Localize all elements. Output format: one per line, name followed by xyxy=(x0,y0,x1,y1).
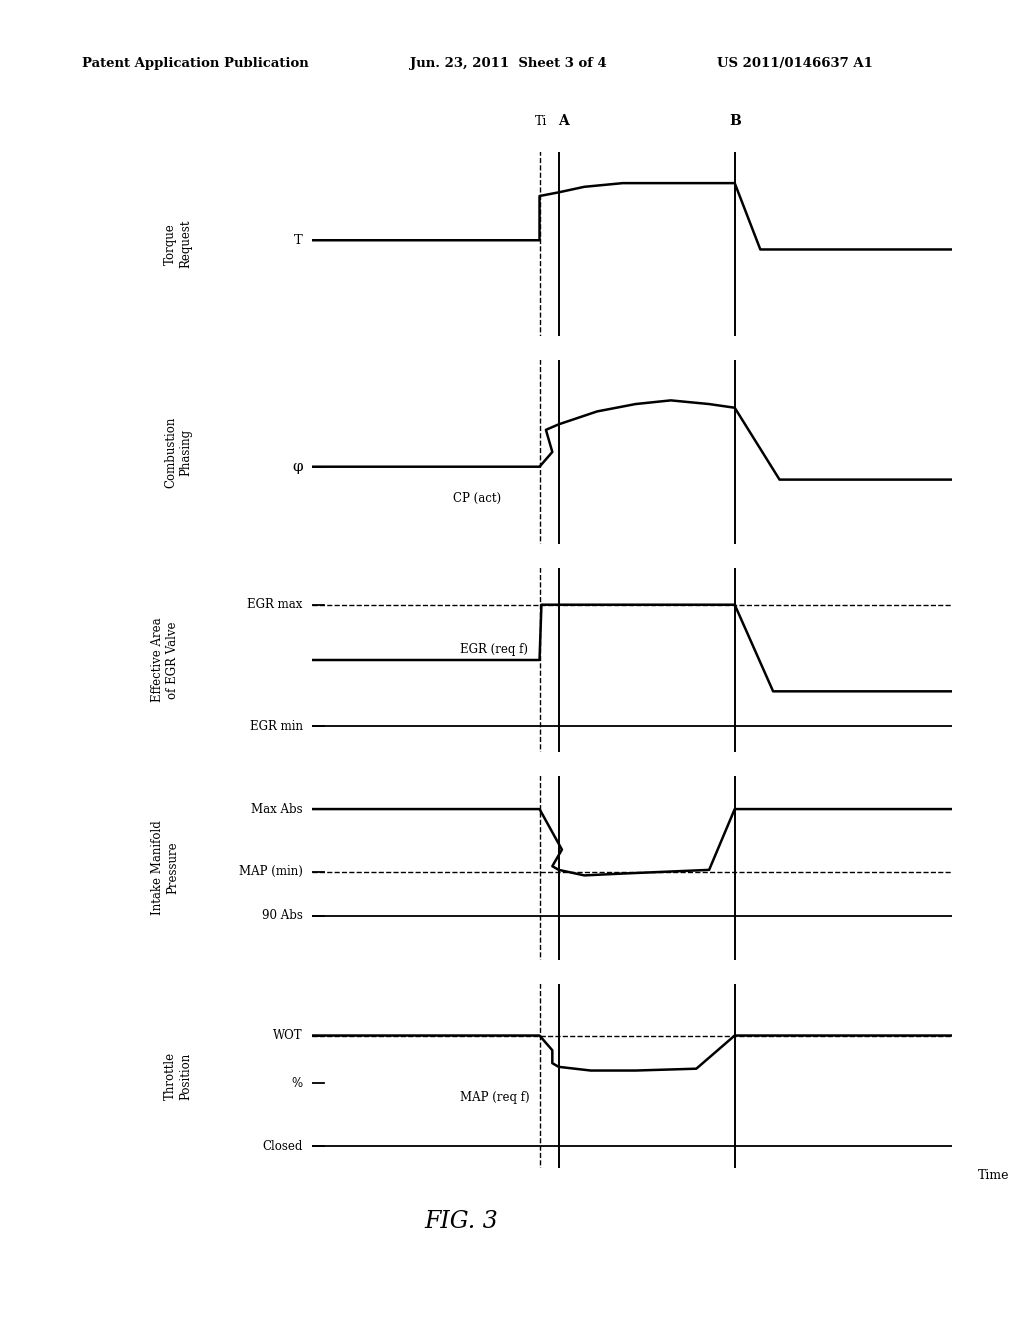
Text: Torque
Request: Torque Request xyxy=(164,219,191,268)
Text: Patent Application Publication: Patent Application Publication xyxy=(82,57,308,70)
Text: FIG. 3: FIG. 3 xyxy=(424,1210,498,1233)
Text: CP (act): CP (act) xyxy=(453,491,501,504)
Text: φ: φ xyxy=(292,459,303,474)
Text: EGR max: EGR max xyxy=(248,598,303,611)
Text: Ti: Ti xyxy=(535,115,547,128)
Text: WOT: WOT xyxy=(273,1030,303,1041)
Text: MAP (min): MAP (min) xyxy=(239,865,303,878)
Text: EGR (req f): EGR (req f) xyxy=(460,643,527,656)
Text: T: T xyxy=(294,234,303,247)
Text: A: A xyxy=(558,114,569,128)
Text: Effective Area
of EGR Valve: Effective Area of EGR Valve xyxy=(152,618,179,702)
Text: Jun. 23, 2011  Sheet 3 of 4: Jun. 23, 2011 Sheet 3 of 4 xyxy=(410,57,606,70)
Text: MAP (req f): MAP (req f) xyxy=(460,1090,529,1104)
Text: Time: Time xyxy=(978,1170,1010,1183)
Text: Max Abs: Max Abs xyxy=(251,803,303,816)
Text: Intake Manifold
Pressure: Intake Manifold Pressure xyxy=(152,821,179,915)
Text: 90 Abs: 90 Abs xyxy=(262,909,303,923)
Text: Closed: Closed xyxy=(262,1139,303,1152)
Text: Throttle
Position: Throttle Position xyxy=(164,1052,191,1100)
Text: Combustion
Phasing: Combustion Phasing xyxy=(164,416,191,487)
Text: US 2011/0146637 A1: US 2011/0146637 A1 xyxy=(717,57,872,70)
Text: EGR min: EGR min xyxy=(250,719,303,733)
Text: B: B xyxy=(729,114,740,128)
Text: %: % xyxy=(292,1077,303,1090)
